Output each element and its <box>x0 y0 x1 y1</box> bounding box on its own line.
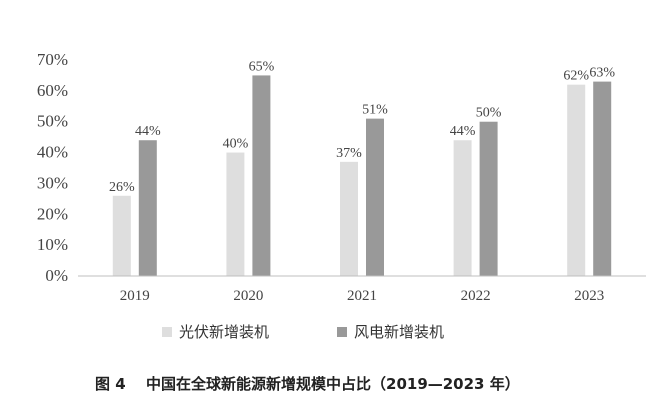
figure-caption-text: 中国在全球新能源新增规模中占比（2019—2023 年） <box>146 375 520 393</box>
y-tick-label: 40% <box>37 143 68 162</box>
bar-2019-series-1 <box>138 140 157 276</box>
data-label-2021-series-1: 51% <box>362 103 388 118</box>
x-tick-label: 2023 <box>574 288 604 304</box>
bar-2022-series-1 <box>479 121 498 276</box>
bar-2020-series-0 <box>226 152 245 276</box>
bars <box>112 75 612 276</box>
data-label-2021-series-0: 37% <box>336 146 362 161</box>
x-tick-label: 2022 <box>461 288 491 304</box>
data-label-2020-series-1: 65% <box>249 59 275 74</box>
figure-caption-label: 图 4 <box>95 375 126 393</box>
x-tick-label: 2019 <box>120 288 150 304</box>
bar-2022-series-0 <box>453 140 472 276</box>
x-tick-label: 2020 <box>233 288 263 304</box>
x-axis-ticks: 2019 2020 2021 2022 2023 <box>120 288 604 304</box>
y-tick-label: 30% <box>37 173 68 192</box>
legend-label-series-1: 风电新增装机 <box>354 323 444 341</box>
y-tick-label: 70% <box>37 50 68 69</box>
legend-label-series-0: 光伏新增装机 <box>179 323 269 341</box>
y-tick-label: 50% <box>37 112 68 131</box>
bar-2023-series-0 <box>567 84 586 276</box>
bar-2021-series-0 <box>340 161 358 276</box>
y-axis-ticks: 0% 10% 20% 30% 40% 50% 60% 70% <box>37 50 68 285</box>
bar-2023-series-1 <box>593 81 612 276</box>
data-label-2019-series-0: 26% <box>109 180 135 195</box>
data-label-2022-series-0: 44% <box>450 124 476 139</box>
bar-2020-series-1 <box>252 75 271 276</box>
bar-2021-series-1 <box>366 118 384 276</box>
y-tick-label: 10% <box>37 235 68 254</box>
data-label-2022-series-1: 50% <box>476 106 502 121</box>
data-label-2023-series-0: 62% <box>563 69 589 84</box>
legend: 光伏新增装机 风电新增装机 <box>162 323 444 341</box>
data-labels: 26%44%40%65%37%51%44%50%62% 63% <box>109 59 615 194</box>
y-tick-label: 20% <box>37 204 68 223</box>
legend-swatch-series-1 <box>337 327 347 337</box>
y-tick-label: 60% <box>37 81 68 100</box>
data-label-2023-series-1: 63% <box>589 66 615 81</box>
legend-swatch-series-0 <box>162 327 172 337</box>
data-label-2019-series-1: 44% <box>135 124 161 139</box>
x-tick-label: 2021 <box>347 288 377 304</box>
y-tick-label: 0% <box>45 266 68 285</box>
data-label-2020-series-0: 40% <box>223 137 249 152</box>
bar-2019-series-0 <box>112 195 131 276</box>
